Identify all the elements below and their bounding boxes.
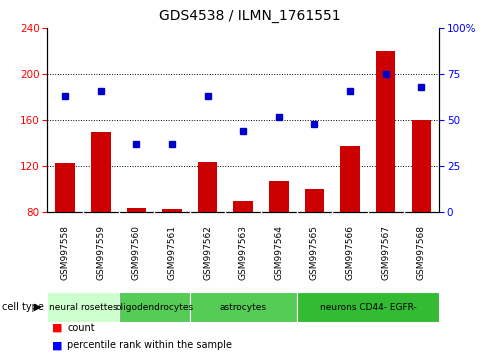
Bar [190, 292, 297, 322]
Bar [340, 146, 360, 212]
Text: GSM997560: GSM997560 [132, 225, 141, 280]
Text: GSM997563: GSM997563 [239, 225, 248, 280]
Text: GSM997562: GSM997562 [203, 225, 212, 280]
Text: ■: ■ [52, 341, 63, 350]
Text: neural rosettes: neural rosettes [49, 303, 117, 312]
Text: oligodendrocytes: oligodendrocytes [115, 303, 193, 312]
Bar [376, 51, 396, 212]
Text: neurons CD44- EGFR-: neurons CD44- EGFR- [319, 303, 416, 312]
Text: GSM997566: GSM997566 [346, 225, 355, 280]
Text: GSM997567: GSM997567 [381, 225, 390, 280]
Bar [198, 162, 218, 212]
Text: ■: ■ [52, 323, 63, 333]
Text: GSM997559: GSM997559 [96, 225, 105, 280]
Text: GSM997561: GSM997561 [168, 225, 177, 280]
Text: GSM997568: GSM997568 [417, 225, 426, 280]
Text: cell type: cell type [2, 302, 44, 312]
Text: GDS4538 / ILMN_1761551: GDS4538 / ILMN_1761551 [159, 9, 340, 23]
Text: astrocytes: astrocytes [220, 303, 267, 312]
Bar [119, 292, 190, 322]
Text: GSM997564: GSM997564 [274, 225, 283, 280]
Bar [234, 201, 253, 212]
Bar [55, 163, 75, 212]
Bar [412, 120, 431, 212]
Text: ▶: ▶ [34, 302, 41, 312]
Text: GSM997565: GSM997565 [310, 225, 319, 280]
Bar [91, 132, 111, 212]
Bar [269, 181, 288, 212]
Bar [127, 208, 146, 212]
Bar [297, 292, 439, 322]
Text: percentile rank within the sample: percentile rank within the sample [67, 341, 233, 350]
Bar [162, 209, 182, 212]
Text: count: count [67, 323, 95, 333]
Text: GSM997558: GSM997558 [61, 225, 70, 280]
Bar [305, 189, 324, 212]
Bar [47, 292, 119, 322]
